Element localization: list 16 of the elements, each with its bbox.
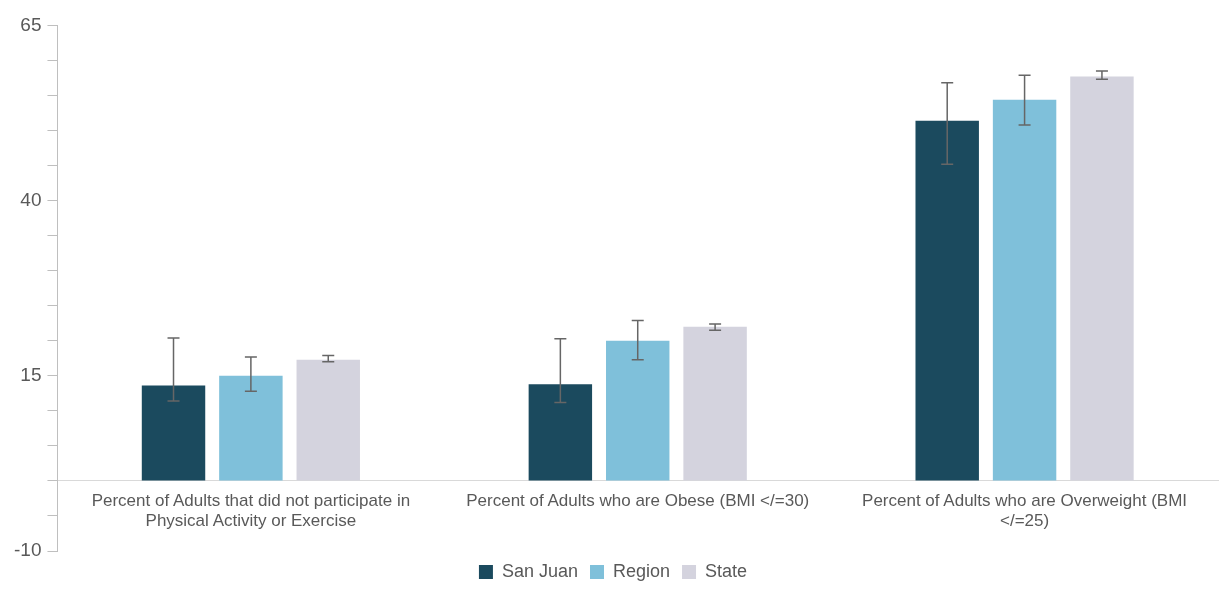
legend-label: State [705,560,748,581]
x-tick-label: Percent of Adults that did not participate in Physical Activity or Exercise [91,490,411,531]
bar [992,99,1057,481]
x-tick-label: Percent of Adults who are Overweight (BMI </=25) [862,490,1188,531]
y-tick-label: 40 [20,188,42,210]
legend-label: San Juan [501,560,578,581]
bar [606,340,670,481]
x-tick-label: Percent of Adults who are Obese (BMI </=30) [466,490,810,510]
legend-label: Region [613,560,671,581]
bar [141,385,206,481]
bar [528,384,593,481]
y-tick-label: 65 [20,13,42,35]
y-tick-label: 15 [20,364,42,386]
bar [915,120,979,481]
y-tick-label: -10 [13,539,42,561]
bar [219,375,283,481]
